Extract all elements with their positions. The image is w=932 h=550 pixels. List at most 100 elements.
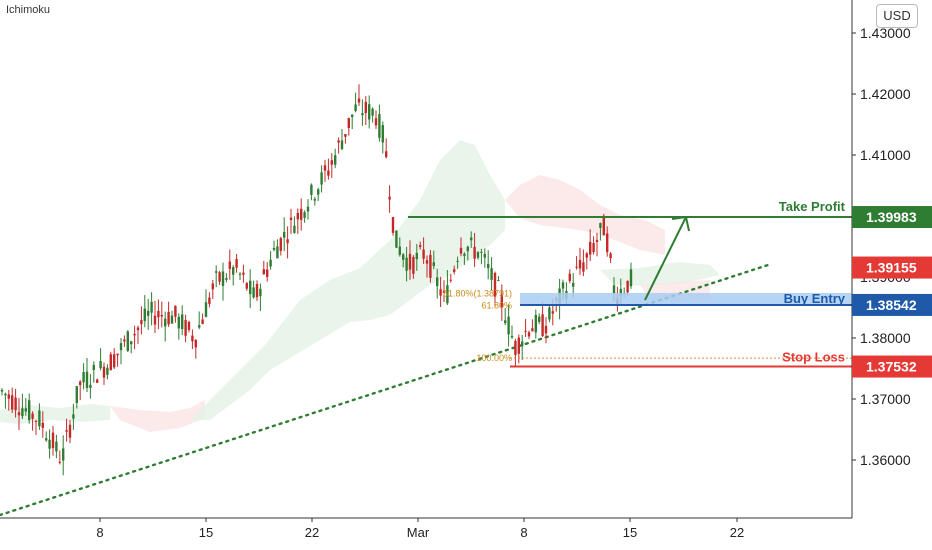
- candle-body: [272, 248, 276, 250]
- fib-label: 61.80%(1.38791): [443, 288, 512, 298]
- candle-body: [45, 438, 48, 441]
- candle-body: [228, 261, 231, 269]
- cloud-green: [0, 404, 110, 424]
- candle-body: [391, 217, 395, 233]
- candle-body: [347, 118, 350, 129]
- candle-body: [470, 237, 473, 241]
- candle-body: [0, 389, 4, 392]
- candle-body: [48, 439, 51, 449]
- time-tick-label: 15: [199, 525, 213, 540]
- fib-labels: 61.80%(1.38791) 61.80% 100.00%: [443, 288, 512, 363]
- candle-body: [510, 335, 514, 338]
- candle-body: [102, 366, 106, 378]
- candle-body: [568, 273, 571, 281]
- candle-body: [181, 314, 184, 330]
- price-tick-label: 1.42000: [860, 86, 911, 102]
- fib-label: 100.00%: [476, 353, 512, 363]
- price-tick-label: 1.36000: [860, 452, 911, 468]
- candle-body: [34, 420, 38, 422]
- candle-body: [354, 104, 357, 112]
- currency-button[interactable]: USD: [876, 4, 918, 28]
- trendline: [0, 263, 770, 517]
- candle-body: [436, 277, 439, 287]
- candle-body: [147, 310, 150, 316]
- candle-body: [521, 341, 524, 347]
- time-tick-label: 22: [730, 525, 744, 540]
- candle-body: [415, 252, 418, 260]
- candle-body: [31, 413, 34, 419]
- cloud-red: [110, 400, 205, 432]
- candle-body: [374, 118, 378, 126]
- candle-body: [306, 206, 310, 212]
- candle-body: [208, 297, 211, 304]
- candle-body: [116, 353, 119, 356]
- candle-body: [252, 287, 255, 298]
- candle-body: [14, 397, 17, 411]
- candle-body: [456, 260, 459, 262]
- candle-body: [351, 114, 354, 118]
- candle-body: [4, 393, 7, 396]
- indicator-label: Ichimoku: [6, 4, 51, 16]
- candle-body: [187, 321, 191, 330]
- candle-body: [51, 432, 55, 449]
- candle-body: [283, 231, 286, 238]
- candle-body: [109, 354, 112, 371]
- candle-body: [153, 315, 157, 325]
- candle-body: [255, 283, 259, 298]
- trendline-dotted: [0, 263, 770, 517]
- candle-body: [194, 339, 197, 348]
- candle-body: [388, 196, 391, 200]
- candle-body: [204, 302, 208, 317]
- candle-body: [582, 262, 585, 272]
- candle-body: [490, 268, 493, 280]
- current-price-price-tag: [852, 256, 932, 279]
- arrow-shaft: [644, 216, 687, 301]
- candle-body: [531, 328, 534, 332]
- candle-body: [446, 285, 449, 304]
- candle-body: [493, 272, 497, 297]
- candle-body: [609, 253, 612, 259]
- target-arrow: [644, 215, 690, 301]
- candle-body: [133, 333, 136, 336]
- candle-body: [408, 253, 412, 270]
- candle-body: [41, 422, 44, 428]
- candle-body: [357, 98, 361, 103]
- candle-body: [201, 319, 204, 324]
- candle-body: [517, 337, 520, 354]
- candle-body: [296, 212, 299, 220]
- candle-body: [480, 251, 483, 253]
- candle-body: [143, 308, 146, 321]
- current-price-price-tag-text: 1.39155: [866, 260, 917, 276]
- candle-body: [527, 332, 531, 337]
- candle-body: [130, 341, 133, 345]
- time-tick-label: 8: [96, 525, 103, 540]
- candle-body: [119, 343, 123, 351]
- candle-body: [157, 310, 160, 318]
- candle-body: [72, 414, 75, 419]
- candle-body: [368, 104, 371, 120]
- time-tick-label: 15: [623, 525, 637, 540]
- candle-body: [191, 335, 194, 342]
- price-tick-label: 1.43000: [860, 25, 911, 41]
- candle-body: [514, 340, 517, 355]
- candle-body: [398, 246, 401, 255]
- price-tick-label: 1.41000: [860, 147, 911, 163]
- candle-body: [238, 273, 242, 275]
- time-tick-label: 8: [520, 525, 527, 540]
- candle-body: [99, 361, 102, 369]
- candle-body: [96, 379, 99, 383]
- price-levels: Take Profit Buy Entry Stop Loss: [408, 199, 852, 368]
- candle-body: [507, 316, 510, 335]
- candle-body: [626, 280, 629, 293]
- candle-body: [442, 290, 446, 293]
- candle-body: [92, 364, 95, 371]
- candle-body: [167, 311, 170, 325]
- candle-body: [269, 259, 272, 267]
- candle-body: [538, 316, 541, 322]
- candle-body: [164, 318, 167, 327]
- candle-body: [578, 259, 582, 269]
- candle-body: [432, 262, 435, 267]
- candle-body: [548, 307, 551, 320]
- candle-body: [504, 320, 507, 324]
